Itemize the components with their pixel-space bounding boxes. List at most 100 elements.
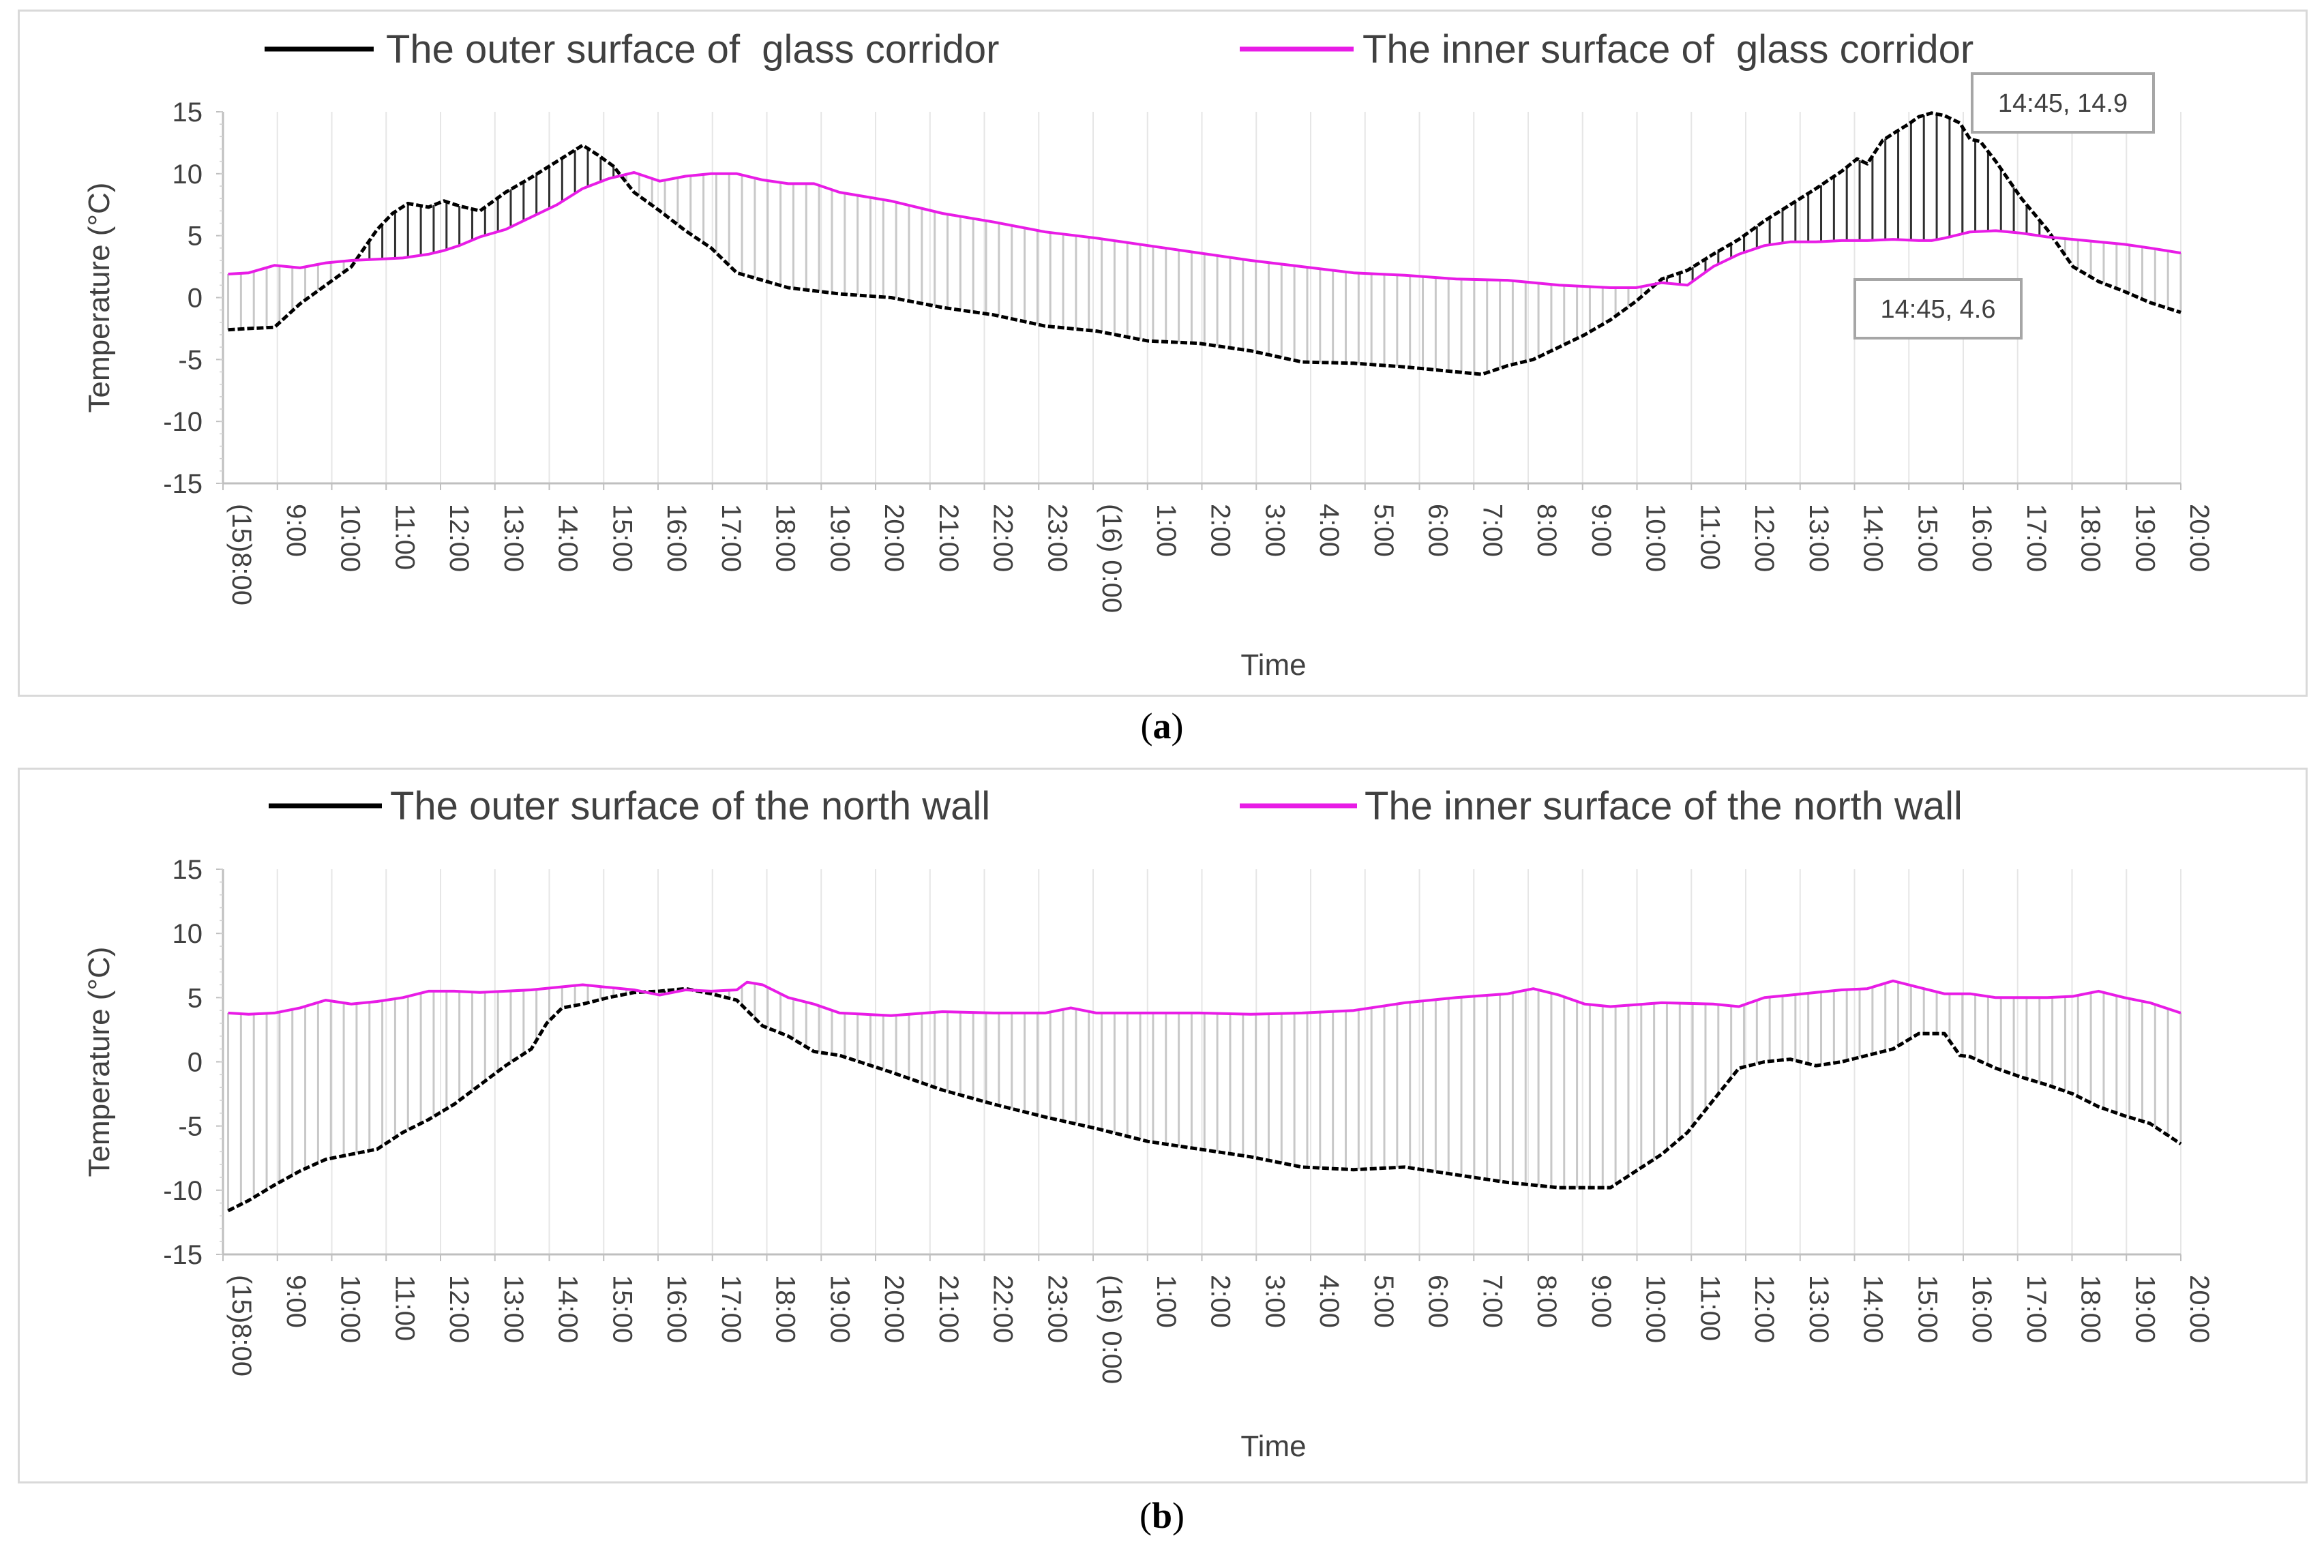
x-tick-label: 16:00 — [661, 504, 691, 572]
x-axis-title: Time — [1240, 1430, 1306, 1463]
x-tick-label: 11:00 — [1695, 504, 1725, 570]
x-tick-label: (16) 0:00 — [1097, 1275, 1127, 1384]
legend-label: The inner surface of the north wall — [1365, 784, 1963, 828]
y-tick-label: 0 — [188, 1048, 203, 1078]
panel-a-letter: a — [1152, 706, 1172, 747]
x-tick-label: 12:00 — [1749, 1275, 1779, 1343]
x-tick-label: 14:00 — [553, 504, 583, 572]
x-tick-label: 9:00 — [1586, 504, 1616, 557]
x-tick-label: 13:00 — [1804, 504, 1834, 572]
x-tick-label: 4:00 — [1314, 1275, 1344, 1328]
x-tick-label: 18:00 — [2076, 504, 2106, 572]
x-tick-label: 1:00 — [1151, 504, 1181, 557]
x-tick-label: 19:00 — [824, 1275, 854, 1343]
x-tick-label: 18:00 — [2076, 1275, 2106, 1343]
series-line-outer — [228, 111, 2181, 376]
x-tick-label: 23:00 — [1042, 1275, 1072, 1343]
x-tick-label: 7:00 — [1477, 504, 1507, 557]
x-tick-label: (16) 0:00 — [1097, 504, 1127, 613]
panel-a-caption: (a) — [1140, 706, 1184, 747]
y-tick-label: 10 — [173, 160, 203, 190]
x-tick-label: 9:00 — [1586, 1275, 1616, 1328]
x-tick-label: 11:00 — [389, 504, 419, 570]
legend-label: The inner surface of glass corridor — [1362, 27, 1973, 72]
y-tick-label: -5 — [178, 345, 203, 375]
x-tick-label: 14:00 — [553, 1275, 583, 1343]
y-tick-label: -10 — [163, 1176, 203, 1206]
y-tick-label: -15 — [163, 469, 203, 499]
y-tick-label: -5 — [178, 1112, 203, 1142]
series-line-inner — [228, 171, 2181, 289]
x-tick-label: 14:00 — [1858, 504, 1888, 572]
x-tick-label: 16:00 — [661, 1275, 691, 1343]
y-axis-title: Temperature (°C) — [83, 947, 116, 1177]
x-tick-label: 8:00 — [1532, 1275, 1562, 1328]
x-tick-label: 16:00 — [1967, 1275, 1997, 1343]
legend-label: The outer surface of glass corridor — [386, 27, 999, 72]
x-tick-label: 6:00 — [1423, 1275, 1453, 1328]
x-tick-label: 11:00 — [389, 1275, 419, 1341]
x-tick-label: 19:00 — [2130, 1275, 2160, 1343]
y-tick-label: 15 — [173, 97, 203, 127]
y-tick-label: 5 — [188, 222, 203, 252]
x-tick-label: 20:00 — [2184, 1275, 2214, 1343]
x-tick-label: 22:00 — [988, 1275, 1018, 1343]
x-tick-label: 20:00 — [879, 504, 909, 572]
x-tick-label: 12:00 — [444, 504, 474, 572]
x-tick-label: 12:00 — [444, 1275, 474, 1343]
x-tick-label: 2:00 — [1206, 1275, 1236, 1328]
x-tick-label: 4:00 — [1314, 504, 1344, 557]
x-tick-label: 18:00 — [771, 504, 801, 572]
x-tick-label: (15)8:00 — [226, 1275, 256, 1376]
x-tick-label: 20:00 — [879, 1275, 909, 1343]
y-tick-label: 10 — [173, 919, 203, 949]
x-tick-label: 3:00 — [1260, 504, 1290, 557]
chart-b-frame — [18, 768, 2308, 1483]
y-tick-label: 5 — [188, 983, 203, 1013]
x-tick-label: 22:00 — [988, 504, 1018, 572]
x-tick-label: 10:00 — [336, 504, 366, 572]
panel-b-caption: (b) — [1139, 1495, 1185, 1536]
annotation-label: 14:45, 14.9 — [1998, 89, 2128, 118]
x-tick-label: 16:00 — [1967, 504, 1997, 572]
x-tick-label: 17:00 — [2021, 504, 2051, 572]
x-axis-title: Time — [1240, 648, 1306, 682]
x-tick-label: 17:00 — [716, 504, 746, 572]
x-tick-label: 20:00 — [2184, 504, 2214, 572]
series-line-inner — [228, 979, 2181, 1017]
x-tick-label: 15:00 — [1912, 504, 1942, 572]
x-tick-label: 5:00 — [1369, 504, 1399, 557]
x-tick-label: 5:00 — [1369, 1275, 1399, 1328]
chart-a-frame — [18, 10, 2308, 697]
x-tick-label: 8:00 — [1532, 504, 1562, 557]
x-tick-label: 13:00 — [498, 1275, 528, 1343]
x-tick-label: 3:00 — [1260, 1275, 1290, 1328]
y-tick-label: 0 — [188, 284, 203, 314]
x-tick-label: 17:00 — [2021, 1275, 2051, 1343]
x-tick-label: 15:00 — [1912, 1275, 1942, 1343]
x-tick-label: 1:00 — [1151, 1275, 1181, 1328]
x-tick-label: 23:00 — [1042, 504, 1072, 572]
chart-a: 15 10 5 0 -5 -10 -15 (15)8:00 9:00 10:00 11:00 12:0… — [83, 27, 2214, 682]
x-tick-label: 9:00 — [281, 1275, 311, 1328]
x-tick-label: (15)8:00 — [226, 504, 256, 605]
x-tick-label: 12:00 — [1749, 504, 1779, 572]
y-tick-label: -10 — [163, 407, 203, 437]
annotation-box — [1853, 278, 2023, 340]
panel-b-letter: b — [1151, 1495, 1173, 1536]
y-axis-title: Temperature (°C) — [83, 183, 116, 413]
x-tick-label: 14:00 — [1858, 1275, 1888, 1343]
x-tick-label: 10:00 — [336, 1275, 366, 1343]
x-tick-label: 11:00 — [1695, 1275, 1725, 1341]
x-tick-label: 18:00 — [771, 1275, 801, 1343]
series-line-outer — [227, 986, 2182, 1213]
x-tick-label: 10:00 — [1641, 1275, 1671, 1343]
x-tick-label: 7:00 — [1477, 1275, 1507, 1328]
annotation-box — [1971, 72, 2155, 134]
x-tick-label: 2:00 — [1206, 504, 1236, 557]
x-tick-label: 17:00 — [716, 1275, 746, 1343]
x-tick-label: 6:00 — [1423, 504, 1453, 557]
x-tick-label: 9:00 — [281, 504, 311, 557]
x-tick-label: 15:00 — [607, 1275, 637, 1343]
